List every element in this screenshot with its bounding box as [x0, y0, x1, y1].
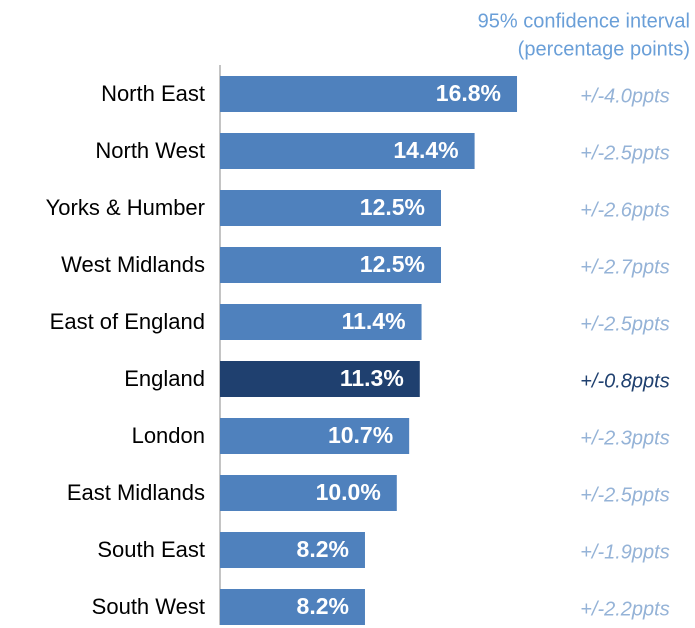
category-label: East Midlands: [67, 480, 205, 505]
ci-annotation: +/-2.5ppts: [580, 313, 670, 335]
category-label: England: [124, 366, 205, 391]
subtitle-line: 95% confidence interval: [478, 10, 690, 32]
value-label: 8.2%: [297, 536, 349, 562]
subtitle-line: (percentage points): [518, 38, 690, 60]
bar: [220, 304, 422, 340]
ci-annotation: +/-2.3ppts: [580, 427, 670, 449]
bar: [220, 133, 475, 169]
bar: [220, 475, 397, 511]
ci-annotation: +/-0.8ppts: [580, 370, 670, 392]
value-label: 14.4%: [393, 137, 458, 163]
value-label: 10.0%: [316, 479, 381, 505]
ci-annotation: +/-1.9ppts: [580, 541, 670, 563]
category-label: North East: [101, 81, 205, 106]
category-label: South East: [97, 537, 205, 562]
bar: [220, 247, 441, 283]
category-label: West Midlands: [61, 252, 205, 277]
ci-annotation: +/-2.5ppts: [580, 484, 670, 506]
ci-annotation: +/-2.2ppts: [580, 598, 670, 620]
value-label: 10.7%: [328, 422, 393, 448]
ci-annotation: +/-2.7ppts: [580, 256, 670, 278]
bar: [220, 190, 441, 226]
value-label: 11.4%: [342, 308, 406, 334]
value-label: 11.3%: [340, 365, 404, 391]
category-label: South West: [92, 594, 205, 619]
bar: [220, 361, 420, 397]
bar: [220, 76, 518, 112]
category-label: London: [132, 423, 205, 448]
value-label: 16.8%: [436, 80, 501, 106]
category-label: East of England: [50, 309, 205, 334]
bar: [220, 418, 410, 454]
ci-annotation: +/-4.0ppts: [580, 85, 670, 107]
value-label: 12.5%: [360, 194, 425, 220]
category-label: Yorks & Humber: [46, 195, 205, 220]
bar: [220, 589, 365, 625]
ci-annotation: +/-2.6ppts: [580, 199, 670, 221]
bar: [220, 532, 365, 568]
ci-annotation: +/-2.5ppts: [580, 142, 670, 164]
category-label: North West: [95, 138, 205, 163]
value-label: 8.2%: [297, 593, 349, 619]
value-label: 12.5%: [360, 251, 425, 277]
